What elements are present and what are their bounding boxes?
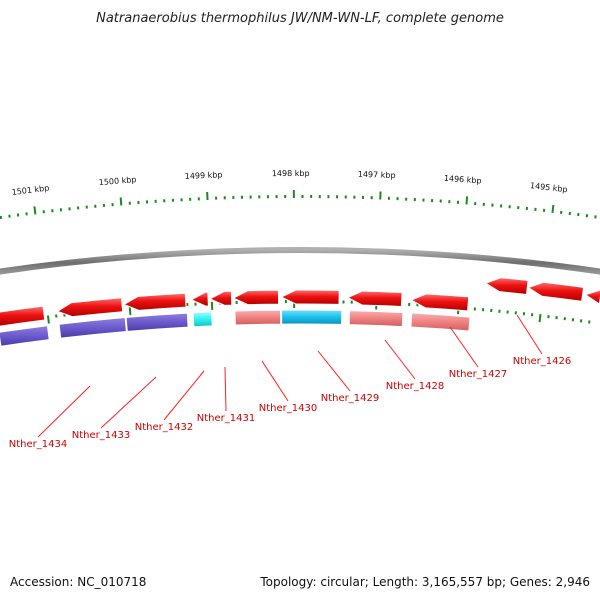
gene-label: Nther_1430 [259, 403, 317, 414]
cog-gene [410, 312, 471, 332]
ruler-tick-label: 1501 kbp [11, 183, 50, 197]
ruler-tick [538, 314, 542, 323]
reverse-gene [208, 290, 233, 306]
map-title: Natranaerobius thermophilus JW/NM-WN-LF,… [96, 11, 504, 26]
gene-labels: Nther_1434 Nther_1433 Nther_1432 Nther_1431… [9, 314, 571, 450]
reverse-strand-genes [0, 289, 470, 327]
genome-summary-text: Topology: circular; Length: 3,165,557 bp… [259, 575, 590, 589]
cog-gene [348, 310, 404, 328]
ruler-outer [0, 190, 597, 219]
gene-label: Nther_1432 [135, 422, 193, 433]
ruler-tick-label: 1497 kbp [358, 170, 396, 180]
gene-leader-line [261, 360, 289, 402]
gene-leader-line [449, 326, 479, 368]
gene-leader-line [224, 366, 227, 412]
forward-gene [527, 281, 585, 302]
gene-label: Nther_1427 [449, 369, 507, 380]
ruler-tick [33, 206, 37, 215]
reverse-gene [346, 290, 403, 308]
forward-gene [584, 289, 600, 305]
ruler-tick [465, 196, 469, 205]
gene-label: Nther_1434 [9, 439, 67, 450]
gene-leader-line [317, 350, 351, 392]
ruler-tick-label: 1499 kbp [185, 170, 223, 181]
cog-gene [0, 325, 50, 347]
ruler-tick-label: 1495 kbp [530, 181, 568, 194]
cog-gene [281, 309, 343, 325]
ruler-tick [128, 306, 132, 316]
ruler-tick-labels: 1501 kbp 1500 kbp 1499 kbp 1498 kbp 1497 kbp… [11, 169, 568, 197]
gene-leader-line [163, 370, 205, 421]
ruler-tick [551, 204, 555, 213]
gene-leader-line [100, 376, 157, 429]
reverse-gene [190, 291, 209, 307]
cog-category-track [0, 309, 471, 347]
ruler-tick [46, 315, 50, 324]
reverse-gene [280, 289, 340, 305]
cog-gene [192, 311, 213, 328]
forward-strand-genes [484, 277, 600, 305]
accession-text: Accession: NC_010718 [10, 575, 146, 589]
ruler-tick-label: 1496 kbp [444, 174, 482, 186]
gene-label: Nther_1431 [197, 413, 255, 424]
gene-label: Nther_1429 [321, 393, 379, 404]
gene-label: Nther_1428 [386, 381, 444, 392]
gene-leader-line [37, 385, 91, 438]
ruler-tick [119, 197, 123, 206]
reverse-gene [232, 289, 280, 306]
gene-leader-line [516, 314, 543, 355]
reverse-gene [410, 293, 470, 312]
ruler-tick-label: 1500 kbp [98, 175, 136, 187]
gene-label: Nther_1426 [513, 356, 571, 367]
reverse-gene [122, 292, 187, 311]
gene-leader-line [384, 339, 416, 380]
ruler-tick-label: 1498 kbp [272, 169, 310, 178]
cog-gene [234, 309, 282, 326]
cog-gene [58, 316, 127, 339]
cog-gene [125, 312, 189, 332]
reverse-gene [56, 297, 124, 318]
genome-backbone [0, 246, 600, 275]
reverse-gene [0, 305, 46, 327]
gene-label: Nther_1433 [72, 430, 130, 441]
forward-gene [484, 277, 529, 295]
